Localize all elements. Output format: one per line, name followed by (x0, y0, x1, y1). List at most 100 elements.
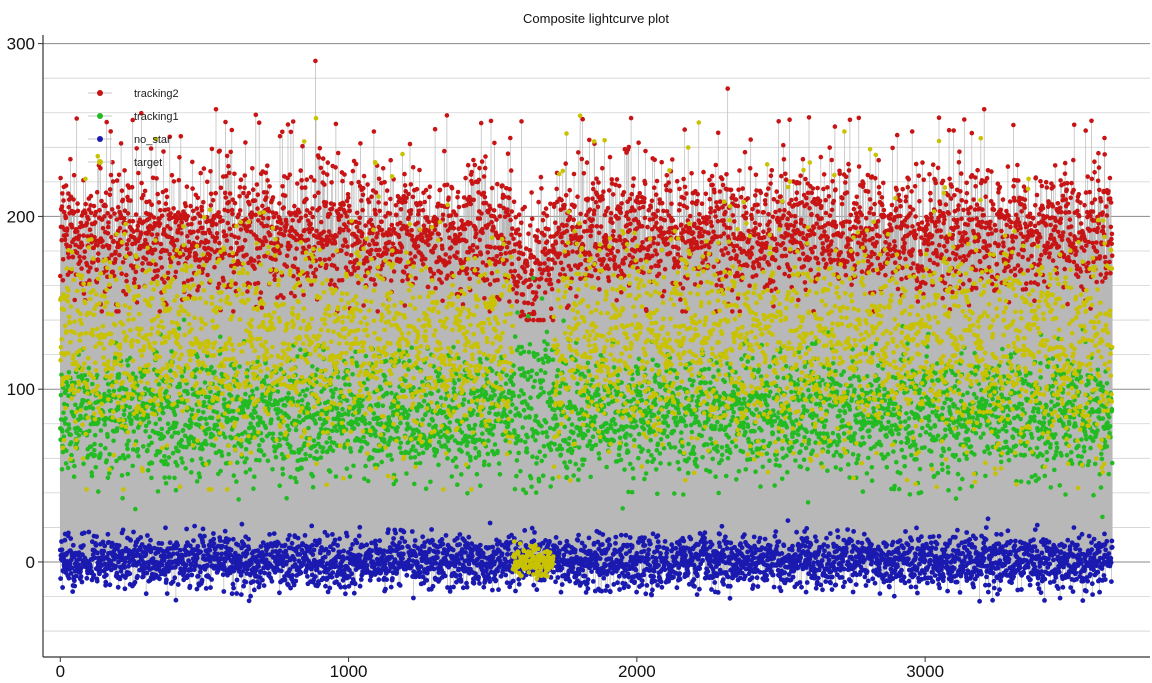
point-tracking2 (609, 177, 615, 182)
point-tracking1 (194, 479, 200, 484)
point-tracking2 (428, 235, 433, 241)
point-tracking2 (294, 212, 299, 218)
point-tracking1 (98, 428, 104, 433)
point-tracking2 (306, 244, 312, 249)
point-tracking2 (244, 252, 249, 258)
point-tracking2 (124, 242, 130, 247)
point-tracking1 (111, 438, 116, 444)
point-tracking2 (1013, 223, 1018, 229)
point-tracking2 (423, 187, 429, 193)
point-tracking1 (179, 437, 184, 443)
point-tracking2 (988, 219, 993, 225)
point-tracking2 (516, 212, 522, 217)
point-tracking2 (270, 195, 276, 200)
point-tracking1 (413, 448, 419, 454)
point-tracking2 (955, 224, 960, 230)
point-tracking2 (1095, 225, 1101, 231)
point-tracking1 (68, 432, 73, 438)
point-tracking2 (324, 262, 329, 268)
point-tracking2 (448, 213, 454, 218)
point-tracking2 (849, 282, 854, 288)
point-tracking2 (1062, 160, 1068, 166)
point-tracking2 (214, 222, 219, 227)
point-tracking2 (58, 175, 63, 181)
point-tracking1 (199, 415, 204, 421)
point-tracking2 (327, 256, 332, 262)
point-tracking2 (224, 153, 230, 159)
point-tracking2 (1051, 184, 1056, 189)
point-tracking2 (925, 216, 930, 221)
point-tracking1 (126, 454, 131, 459)
point-tracking2 (924, 227, 929, 232)
point-tracking2 (189, 277, 195, 282)
point-tracking1 (346, 412, 351, 417)
point-tracking2 (735, 295, 741, 301)
point-tracking2 (1028, 221, 1033, 226)
point-tracking2 (940, 178, 946, 184)
point-tracking1 (279, 451, 285, 457)
point-tracking2 (664, 236, 669, 241)
point-tracking2 (463, 175, 468, 181)
point-tracking2 (1009, 220, 1014, 225)
point-tracking2 (958, 171, 964, 176)
point-tracking2 (135, 223, 141, 229)
point-tracking1 (275, 401, 281, 407)
point-tracking2 (747, 166, 753, 171)
point-tracking2 (800, 156, 806, 162)
point-tracking2 (353, 161, 359, 167)
point-tracking1 (286, 415, 292, 420)
point-tracking1 (292, 450, 297, 455)
point-tracking1 (214, 423, 220, 428)
point-tracking2 (312, 274, 318, 280)
point-tracking2 (880, 264, 886, 270)
point-tracking2 (222, 190, 228, 196)
point-tracking2 (762, 254, 767, 259)
point-tracking2 (867, 210, 872, 215)
point-tracking1 (102, 391, 107, 397)
point-tracking2 (547, 277, 553, 283)
point-tracking1 (188, 470, 194, 475)
point-tracking2 (115, 204, 121, 210)
point-tracking2 (207, 230, 213, 236)
point-tracking2 (1071, 187, 1076, 193)
point-tracking1 (261, 452, 267, 458)
point-tracking2 (77, 254, 82, 259)
point-tracking2 (108, 214, 113, 219)
point-tracking2 (205, 179, 210, 185)
point-tracking2 (900, 265, 905, 271)
point-tracking2 (1060, 193, 1066, 199)
point-tracking2 (653, 214, 659, 219)
point-tracking2 (137, 217, 143, 222)
point-tracking2 (417, 167, 422, 173)
point-tracking2 (821, 257, 826, 262)
point-tracking2 (473, 227, 479, 232)
point-tracking2 (667, 250, 673, 256)
point-tracking1 (286, 391, 291, 396)
point-tracking2 (440, 246, 445, 251)
point-tracking2 (640, 204, 646, 210)
point-tracking2 (334, 234, 339, 239)
point-tracking2 (367, 242, 372, 247)
point-tracking2 (804, 195, 809, 201)
point-tracking2 (103, 190, 109, 195)
point-tracking2 (216, 281, 222, 287)
point-tracking2 (63, 183, 69, 188)
point-tracking2 (810, 186, 816, 191)
point-tracking1 (257, 458, 262, 463)
point-tracking2 (678, 297, 683, 302)
point-tracking1 (71, 414, 77, 419)
point-tracking2 (608, 210, 614, 216)
point-tracking2 (717, 199, 723, 204)
point-tracking2 (811, 231, 817, 237)
point-tracking2 (494, 253, 500, 259)
point-tracking2 (974, 202, 980, 207)
point-tracking2 (103, 203, 108, 209)
point-tracking2 (333, 165, 338, 170)
point-tracking2 (1043, 179, 1049, 185)
point-tracking1 (203, 416, 208, 422)
point-tracking2 (122, 208, 128, 213)
point-tracking2 (72, 209, 77, 215)
point-tracking1 (141, 444, 146, 449)
point-tracking2 (1030, 215, 1036, 221)
